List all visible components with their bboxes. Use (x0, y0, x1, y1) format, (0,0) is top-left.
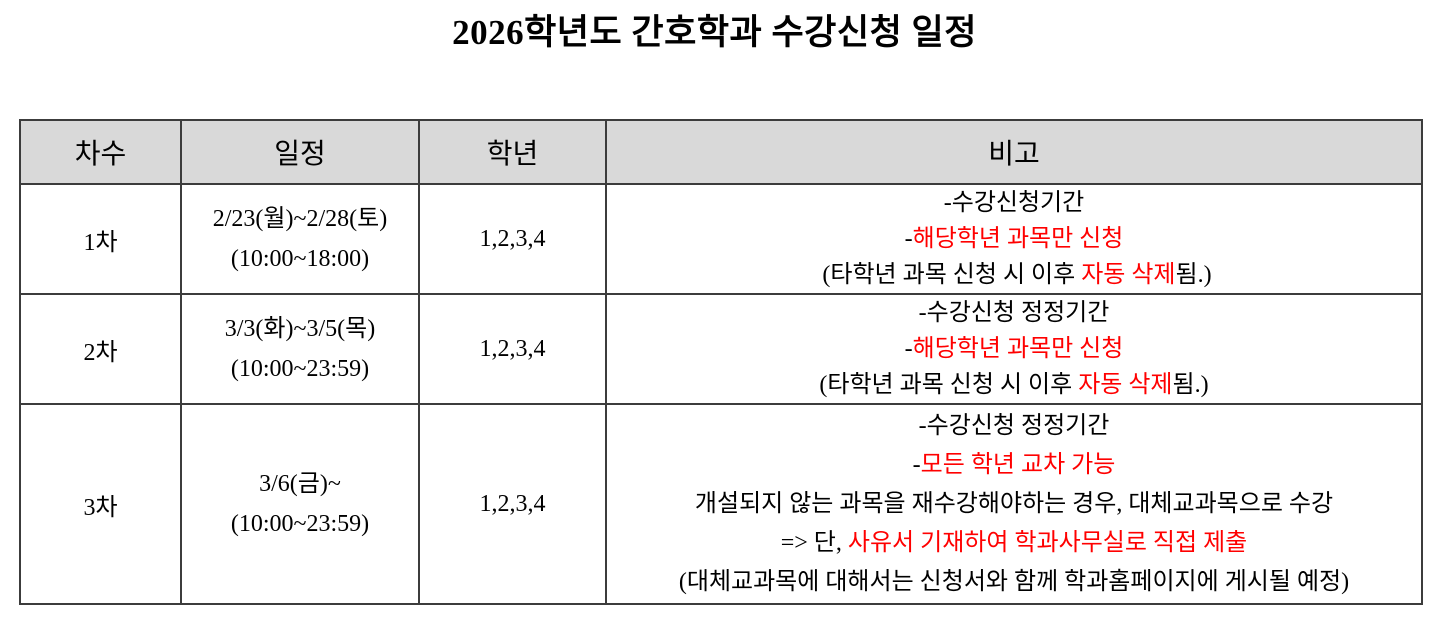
table-row-round2: 2차 3/3(화)~3/5(목) (10:00~23:59) 1,2,3,4 -… (19, 293, 1423, 405)
note-segment: 됨.) (1175, 262, 1212, 288)
note-segment-red: 해당학년 과목만 신청 (912, 226, 1124, 252)
note-line: -수강신청 정정기간 (607, 295, 1421, 331)
note-line: 개설되지 않는 과목을 재수강해야하는 경우, 대체교과목으로 수강 (607, 485, 1421, 524)
grades-cell: 1,2,3,4 (418, 403, 607, 605)
note-line: -수강신청 정정기간 (607, 407, 1421, 446)
note-segment: (타학년 과목 신청 시 이후 (816, 262, 1082, 288)
note-segment: - (904, 226, 913, 252)
note-segment: => 단, (780, 529, 848, 556)
note-line: => 단, 사유서 기재하여 학과사무실로 직접 제출 (607, 524, 1421, 563)
note-segment: - (912, 451, 921, 478)
note-line: -해당학년 과목만 신청 (607, 331, 1421, 367)
note-segment-red: 자동 삭제 (1081, 262, 1176, 288)
note-segment: (대체교과목에 대해서는 신청서와 함께 학과홈페이지에 게시될 예정) (678, 568, 1350, 595)
schedule-times: (10:00~23:59) (230, 511, 370, 537)
table-row-round3: 3차 3/6(금)~ (10:00~23:59) 1,2,3,4 -수강신청 정… (19, 403, 1423, 605)
registration-schedule-table: 차수 일정 학년 비고 1차 2/23(월)~2/28(토) (10:00~18… (19, 119, 1423, 605)
note-line: -해당학년 과목만 신청 (607, 221, 1421, 257)
note-segment-red: 자동 삭제 (1078, 372, 1173, 398)
schedule-times: (10:00~18:00) (230, 246, 370, 272)
note-segment-red: 사유서 기재하여 학과사무실로 직접 제출 (847, 529, 1248, 556)
grades-cell: 1,2,3,4 (418, 183, 607, 295)
round-cell: 1차 (19, 183, 182, 295)
note-line: (타학년 과목 신청 시 이후 자동 삭제됨.) (607, 257, 1421, 293)
note-segment: -수강신청기간 (943, 190, 1085, 216)
col-header-remarks: 비고 (605, 119, 1423, 185)
round-cell: 2차 (19, 293, 182, 405)
round-cell: 3차 (19, 403, 182, 605)
note-line: -모든 학년 교차 가능 (607, 446, 1421, 485)
note-segment: -수강신청 정정기간 (918, 412, 1110, 439)
note-line: (타학년 과목 신청 시 이후 자동 삭제됨.) (607, 367, 1421, 403)
col-header-schedule: 일정 (180, 119, 420, 185)
note-line: (대체교과목에 대해서는 신청서와 함께 학과홈페이지에 게시될 예정) (607, 563, 1421, 602)
note-line: -수강신청기간 (607, 185, 1421, 221)
col-header-grade: 학년 (418, 119, 607, 185)
schedule-times: (10:00~23:59) (230, 356, 370, 382)
page-title: 2026학년도 간호학과 수강신청 일정 (452, 13, 977, 52)
note-segment: -수강신청 정정기간 (918, 300, 1110, 326)
note-segment-red: 모든 학년 교차 가능 (920, 451, 1116, 478)
schedule-dates: 3/6(금)~ (259, 471, 341, 497)
schedule-cell: 3/3(화)~3/5(목) (10:00~23:59) (180, 293, 420, 405)
note-segment: (타학년 과목 신청 시 이후 (819, 372, 1079, 398)
note-segment: 됨.) (1172, 372, 1209, 398)
note-segment: 개설되지 않는 과목을 재수강해야하는 경우, 대체교과목으로 수강 (694, 490, 1334, 517)
header-row: 차수 일정 학년 비고 (19, 119, 1423, 185)
schedule-cell: 2/23(월)~2/28(토) (10:00~18:00) (180, 183, 420, 295)
grades-cell: 1,2,3,4 (418, 293, 607, 405)
note-segment: - (904, 336, 913, 362)
schedule-cell: 3/6(금)~ (10:00~23:59) (180, 403, 420, 605)
remarks-cell: -수강신청기간 -해당학년 과목만 신청 (타학년 과목 신청 시 이후 자동 … (605, 183, 1423, 295)
schedule-dates: 3/3(화)~3/5(목) (224, 316, 376, 342)
note-segment-red: 해당학년 과목만 신청 (912, 336, 1124, 362)
schedule-dates: 2/23(월)~2/28(토) (212, 206, 388, 232)
col-header-round: 차수 (19, 119, 182, 185)
table-row-round1: 1차 2/23(월)~2/28(토) (10:00~18:00) 1,2,3,4… (19, 183, 1423, 295)
remarks-cell: -수강신청 정정기간 -모든 학년 교차 가능 개설되지 않는 과목을 재수강해… (605, 403, 1423, 605)
remarks-cell: -수강신청 정정기간 -해당학년 과목만 신청 (타학년 과목 신청 시 이후 … (605, 293, 1423, 405)
